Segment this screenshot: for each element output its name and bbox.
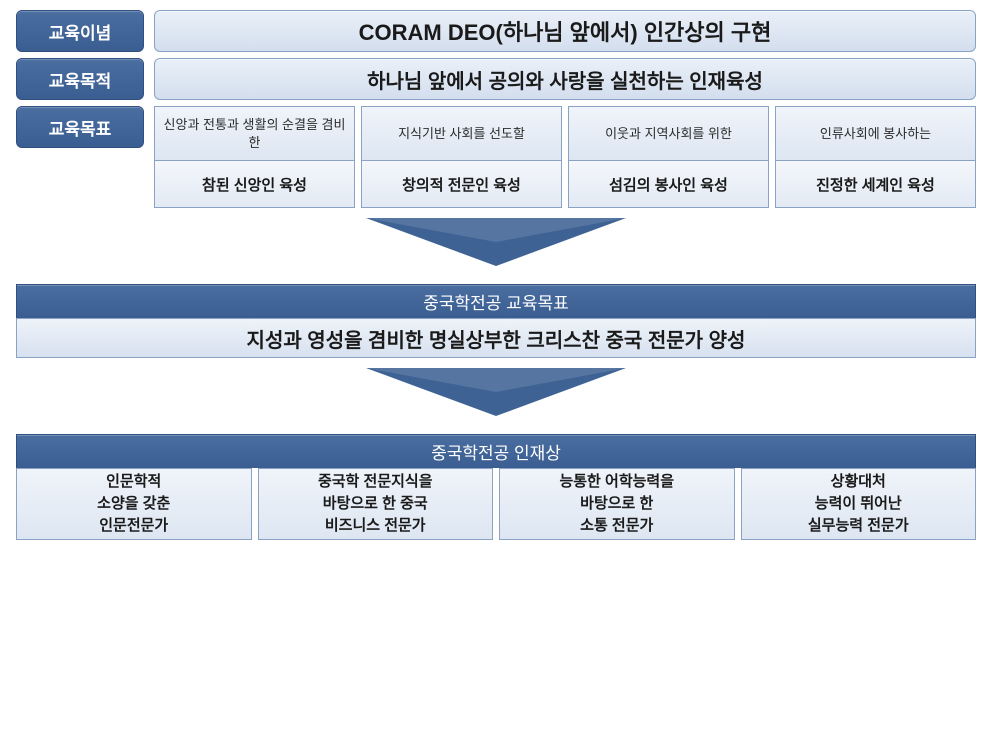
text-purpose: 하나님 앞에서 공의와 사랑을 실천하는 인재육성 (154, 58, 976, 100)
row-purpose: 교육목적 하나님 앞에서 공의와 사랑을 실천하는 인재육성 (16, 58, 976, 100)
talent-item-1: 인문학적 소양을 갖춘 인문전문가 (16, 468, 252, 540)
goal-desc-2: 지식기반 사회를 선도할 (361, 106, 562, 160)
label-purpose: 교육목적 (16, 58, 144, 100)
goal-title-2: 창의적 전문인 육성 (361, 160, 562, 208)
talent-item-4: 상황대처 능력이 뛰어난 실무능력 전문가 (741, 468, 977, 540)
goal-col-2: 지식기반 사회를 선도할 창의적 전문인 육성 (361, 106, 562, 208)
row-goals: 교육목표 신앙과 전통과 생활의 순결을 겸비한 참된 신앙인 육성 지식기반 … (16, 106, 976, 208)
text-philosophy: CORAM DEO(하나님 앞에서) 인간상의 구현 (154, 10, 976, 52)
row-philosophy: 교육이념 CORAM DEO(하나님 앞에서) 인간상의 구현 (16, 10, 976, 52)
goal-desc-1: 신앙과 전통과 생활의 순결을 겸비한 (154, 106, 355, 160)
goal-title-4: 진정한 세계인 육성 (775, 160, 976, 208)
major-goal-body: 지성과 영성을 겸비한 명실상부한 크리스찬 중국 전문가 양성 (16, 318, 976, 358)
label-goals: 교육목표 (16, 106, 144, 148)
goal-desc-3: 이웃과 지역사회를 위한 (568, 106, 769, 160)
goal-title-3: 섬김의 봉사인 육성 (568, 160, 769, 208)
goal-col-3: 이웃과 지역사회를 위한 섬김의 봉사인 육성 (568, 106, 769, 208)
talent-header: 중국학전공 인재상 (16, 434, 976, 468)
arrow-down-1 (16, 218, 976, 266)
goal-title-1: 참된 신앙인 육성 (154, 160, 355, 208)
talent-grid: 인문학적 소양을 갖춘 인문전문가 중국학 전문지식을 바탕으로 한 중국 비즈… (16, 468, 976, 540)
talent-item-3: 능통한 어학능력을 바탕으로 한 소통 전문가 (499, 468, 735, 540)
arrow-down-icon (366, 218, 626, 266)
goal-col-1: 신앙과 전통과 생활의 순결을 겸비한 참된 신앙인 육성 (154, 106, 355, 208)
talent-item-2: 중국학 전문지식을 바탕으로 한 중국 비즈니스 전문가 (258, 468, 494, 540)
talent-block: 중국학전공 인재상 인문학적 소양을 갖춘 인문전문가 중국학 전문지식을 바탕… (16, 434, 976, 540)
arrow-down-icon (366, 368, 626, 416)
label-philosophy: 교육이념 (16, 10, 144, 52)
major-goal-block: 중국학전공 교육목표 지성과 영성을 겸비한 명실상부한 크리스찬 중국 전문가… (16, 284, 976, 358)
goal-desc-4: 인류사회에 봉사하는 (775, 106, 976, 160)
goals-grid: 신앙과 전통과 생활의 순결을 겸비한 참된 신앙인 육성 지식기반 사회를 선… (154, 106, 976, 208)
goal-col-4: 인류사회에 봉사하는 진정한 세계인 육성 (775, 106, 976, 208)
major-goal-header: 중국학전공 교육목표 (16, 284, 976, 318)
arrow-down-2 (16, 368, 976, 416)
